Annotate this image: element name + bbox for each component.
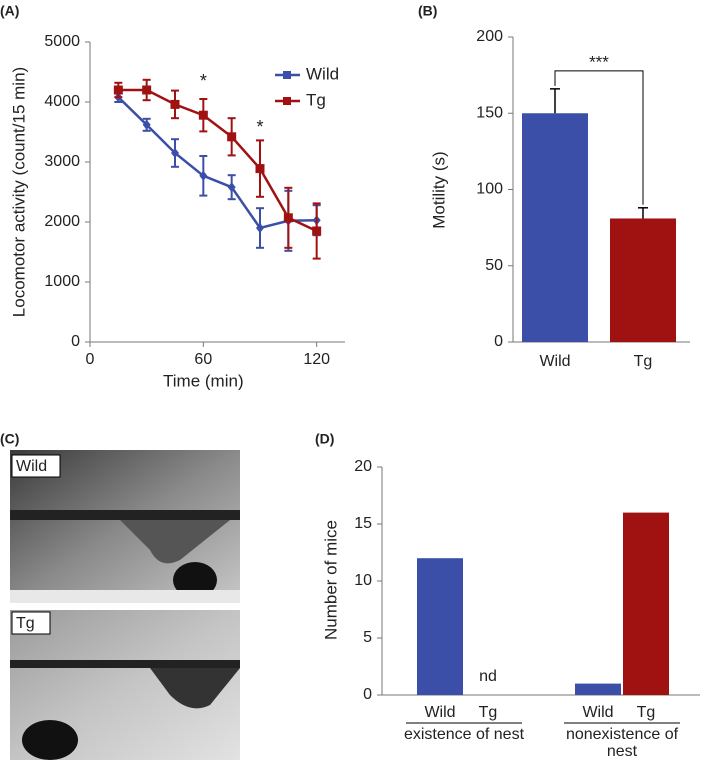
panel-label: (B)	[418, 3, 437, 19]
photo-label: Tg	[16, 615, 35, 632]
marker	[227, 182, 236, 193]
y-tick-label: 100	[476, 181, 503, 198]
y-tick-label: 0	[71, 333, 80, 350]
y-tick-label: 0	[494, 333, 503, 350]
y-tick-label: 2000	[44, 213, 80, 230]
marker	[199, 170, 208, 181]
y-axis-label: Motility (s)	[429, 151, 448, 228]
marker	[113, 85, 123, 95]
marker	[171, 148, 179, 158]
annotation: *	[200, 71, 207, 91]
y-tick-label: 200	[476, 28, 503, 45]
marker	[198, 110, 208, 120]
bar	[522, 113, 588, 342]
y-tick-label: 0	[363, 686, 372, 703]
photo-label: Wild	[16, 458, 47, 475]
bar	[417, 558, 463, 695]
photo-label-box	[11, 611, 51, 635]
series-label: Tg	[637, 704, 656, 721]
panel-label: (A)	[0, 3, 19, 19]
value-label: nd	[479, 668, 497, 685]
y-tick-label: 5	[363, 629, 372, 646]
y-tick-label: 50	[485, 257, 503, 274]
bar	[623, 512, 669, 695]
x-tick-label: Tg	[634, 353, 653, 370]
annotation: ***	[589, 52, 609, 71]
y-tick-label: 20	[354, 458, 372, 475]
legend-marker	[283, 97, 291, 105]
photo-label-box	[11, 454, 61, 478]
y-tick-label: 15	[354, 515, 372, 532]
series-label: Tg	[479, 704, 498, 721]
line	[117, 96, 317, 230]
group-label: existence of nest	[403, 726, 525, 743]
panel-label: (D)	[315, 431, 334, 447]
bar	[610, 218, 676, 342]
y-axis-label: Locomotor activity (count/15 min)	[9, 67, 28, 317]
marker	[142, 119, 151, 130]
group-label: nonexistence of nest	[565, 726, 679, 760]
y-axis-label: Number of mice	[321, 520, 340, 640]
marker	[283, 213, 293, 223]
marker	[256, 223, 264, 233]
marker	[312, 226, 322, 236]
y-tick-label: 1000	[44, 273, 80, 290]
x-tick-label: 120	[303, 351, 330, 368]
photo	[10, 450, 240, 760]
legend-marker	[283, 71, 291, 79]
marker	[255, 164, 265, 174]
bar	[575, 683, 621, 695]
legend-label: Tg	[306, 90, 326, 109]
marker	[142, 85, 152, 95]
y-tick-label: 4000	[44, 93, 80, 110]
y-tick-label: 3000	[44, 153, 80, 170]
y-tick-label: 5000	[44, 33, 80, 50]
marker	[170, 99, 180, 109]
line	[118, 88, 318, 233]
legend-label: Wild	[306, 64, 339, 83]
series-label: Wild	[424, 704, 455, 721]
annotation: *	[256, 117, 263, 137]
panel-label: (C)	[0, 431, 19, 447]
x-tick-label: 0	[86, 351, 95, 368]
y-tick-label: 150	[476, 104, 503, 121]
significance-bracket	[554, 70, 644, 205]
x-axis-label: Time (min)	[163, 371, 244, 390]
x-tick-label: Wild	[539, 353, 570, 370]
marker	[227, 132, 237, 142]
y-tick-label: 10	[354, 572, 372, 589]
x-tick-label: 60	[194, 351, 212, 368]
series-label: Wild	[582, 704, 613, 721]
